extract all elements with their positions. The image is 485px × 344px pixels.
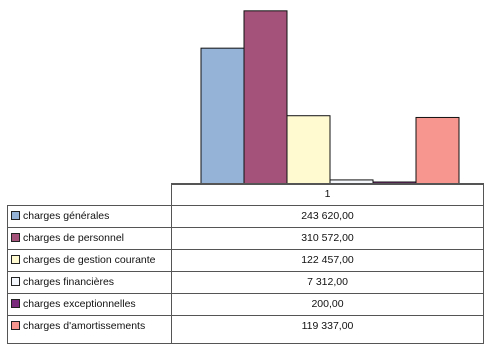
category-header: 1 (171, 183, 484, 205)
swatch-icon (11, 255, 20, 264)
bar-5 (415, 116, 460, 185)
bar-0 (200, 47, 245, 185)
legend-label: charges exceptionnelles (23, 298, 136, 310)
value-cell: 243 620,00 (171, 205, 484, 227)
legend-row-charges-financieres: charges financières (7, 271, 171, 293)
swatch-icon (11, 321, 20, 330)
swatch-icon (11, 299, 20, 308)
legend-label: charges d'amortissements (23, 320, 146, 332)
bar-1 (243, 10, 288, 185)
swatch-icon (11, 277, 20, 286)
bar-2 (286, 115, 331, 185)
swatch-icon (11, 211, 20, 220)
legend-row-charges-exceptionnelles: charges exceptionnelles (7, 293, 171, 315)
legend-label: charges de gestion courante (23, 254, 156, 266)
swatch-icon (11, 233, 20, 242)
legend-row-charges-personnel: charges de personnel (7, 227, 171, 249)
legend-label: charges de personnel (23, 232, 124, 244)
legend-label: charges générales (23, 210, 110, 222)
legend-label: charges financières (23, 276, 115, 288)
value-cell: 122 457,00 (171, 249, 484, 271)
legend-row-charges-gestion-courante: charges de gestion courante (7, 249, 171, 271)
value-cell: 119 337,00 (171, 315, 484, 343)
value-cell: 200,00 (171, 293, 484, 315)
value-cell: 310 572,00 (171, 227, 484, 249)
legend-row-charges-generales: charges générales (7, 205, 171, 227)
value-cell: 7 312,00 (171, 271, 484, 293)
legend-row-charges-amortissements: charges d'amortissements (7, 315, 171, 343)
